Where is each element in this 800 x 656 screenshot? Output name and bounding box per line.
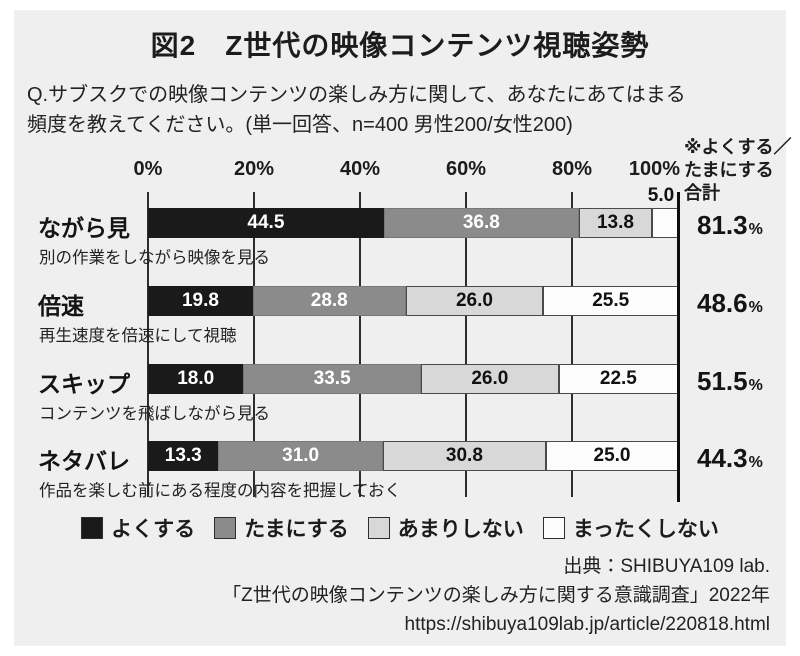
- total-column-header: ※よくする／ たまにする 合計: [684, 136, 794, 205]
- row-total-value: 48.6: [697, 288, 748, 318]
- segment-value: 28.8: [310, 290, 348, 311]
- row-total-percent-sign: %: [748, 377, 763, 394]
- segment-value: 25.5: [592, 290, 630, 311]
- legend-swatch: [214, 517, 237, 539]
- bar-segment: 25.0: [546, 441, 678, 471]
- row-total-percent-sign: %: [748, 299, 763, 316]
- legend-swatch: [81, 517, 104, 539]
- survey-question: Q.サブスクでの映像コンテンツの楽しみ方に関して、あなたにあてはまる 頻度を教え…: [27, 80, 687, 140]
- bar-segment: 22.5: [558, 364, 678, 394]
- legend-item: まったくしない: [542, 513, 719, 543]
- row-total: 51.5%: [697, 364, 792, 398]
- axis-tick-label: 80%: [551, 158, 593, 180]
- bar-segment: 31.0: [218, 441, 383, 471]
- segment-value: 22.5: [599, 368, 637, 389]
- row-total: 48.6%: [697, 286, 792, 320]
- source-line-1: 出典：SHIBUYA109 lab.: [563, 556, 770, 577]
- category-description: 再生速度を倍速にして視聴: [39, 327, 237, 345]
- segment-value: 31.0: [282, 445, 320, 466]
- bar-segment: 36.8: [383, 208, 579, 238]
- source-block: 出典：SHIBUYA109 lab. 「Z世代の映像コンテンツの楽しみ方に関する…: [30, 552, 770, 639]
- figure-title: 図2 Z世代の映像コンテンツ視聴姿勢: [150, 30, 650, 61]
- category-description: 作品を楽しむ前にある程度の内容を把握しておく: [39, 482, 402, 500]
- segment-value: 13.3: [164, 445, 202, 466]
- bar-segment: 18.0: [148, 364, 244, 394]
- bar-segment: 33.5: [243, 364, 421, 394]
- segment-value: 44.5: [247, 212, 285, 233]
- total-column-header-line-1: ※よくする／: [684, 137, 792, 157]
- legend-item: よくする: [81, 513, 195, 543]
- axis-line-100: [677, 192, 680, 502]
- axis-tick-label: 20%: [233, 158, 275, 180]
- category-label: スキップ: [38, 371, 130, 397]
- segment-value: 13.8: [596, 212, 634, 233]
- row-total: 44.3%: [697, 441, 792, 475]
- row-total-percent-sign: %: [748, 454, 763, 471]
- source-line-3: https://shibuya109lab.jp/article/220818.…: [404, 614, 770, 635]
- category-label: 倍速: [38, 293, 84, 319]
- row-total-value: 44.3: [697, 443, 748, 473]
- legend-swatch: [367, 517, 390, 539]
- row-total-value: 51.5: [697, 366, 748, 396]
- bar-segment: [652, 208, 678, 238]
- legend-item: あまりしない: [367, 513, 524, 543]
- category-description: コンテンツを飛ばしながら見る: [39, 405, 270, 423]
- segment-value: 25.0: [593, 445, 631, 466]
- legend-swatch: [542, 517, 565, 539]
- gridline: [253, 192, 255, 497]
- segment-value: 30.8: [445, 445, 483, 466]
- row-total: 81.3%: [697, 208, 792, 242]
- legend-label: まったくしない: [572, 518, 719, 541]
- axis-tick-label: 0%: [133, 158, 163, 180]
- segment-value: 18.0: [177, 368, 215, 389]
- bar-segment: 26.0: [420, 364, 559, 394]
- segment-value: 5.0: [647, 185, 675, 206]
- legend-item: たまにする: [214, 513, 349, 543]
- bar-segment: 13.3: [148, 441, 219, 471]
- category-label: ながら見: [38, 215, 130, 241]
- bar-segment: 26.0: [405, 286, 544, 316]
- gridline: [147, 192, 149, 497]
- axis-tick-label: 40%: [339, 158, 381, 180]
- bar-segment: 13.8: [578, 208, 652, 238]
- segment-value: 19.8: [181, 290, 219, 311]
- source-line-2: 「Z世代の映像コンテンツの楽しみ方に関する意識調査」2022年: [222, 585, 770, 606]
- bar-segment: 19.8: [148, 286, 253, 316]
- segment-value: 26.0: [471, 368, 509, 389]
- category-description: 別の作業をしながら映像を見る: [39, 249, 270, 267]
- bar-segment: 30.8: [382, 441, 547, 471]
- survey-question-line-2: 頻度を教えてください。(単一回答、n=400 男性200/女性200): [27, 114, 573, 136]
- legend-label: あまりしない: [397, 518, 524, 541]
- chart-legend: よくする たまにする あまりしない まったくしない: [14, 511, 786, 545]
- bar-segment: 44.5: [148, 208, 384, 238]
- gridline: [465, 192, 467, 497]
- segment-value: 26.0: [455, 290, 493, 311]
- total-column-header-line-3: 合計: [684, 183, 720, 203]
- figure-card: 図2 Z世代の映像コンテンツ視聴姿勢 Q.サブスクでの映像コンテンツの楽しみ方に…: [14, 10, 792, 646]
- legend-label: たまにする: [244, 518, 349, 541]
- category-label: ネタバレ: [38, 448, 130, 474]
- row-total-percent-sign: %: [748, 221, 763, 238]
- bar-segment: 28.8: [252, 286, 406, 316]
- axis-tick-label: 100%: [628, 158, 680, 180]
- total-column-header-line-2: たまにする: [684, 160, 774, 180]
- survey-question-line-1: Q.サブスクでの映像コンテンツの楽しみ方に関して、あなたにあてはまる: [27, 84, 686, 106]
- bar-segment: 25.5: [543, 286, 678, 316]
- legend-label: よくする: [111, 518, 196, 541]
- gridline: [571, 192, 573, 497]
- row-total-value: 81.3: [697, 210, 748, 240]
- gridline: [359, 192, 361, 497]
- segment-value: 36.8: [462, 212, 500, 233]
- segment-value: 33.5: [313, 368, 351, 389]
- axis-tick-label: 60%: [445, 158, 487, 180]
